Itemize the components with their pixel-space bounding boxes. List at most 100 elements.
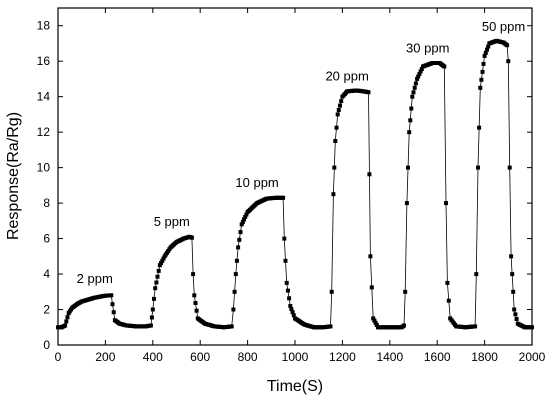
- data-point: [338, 103, 342, 108]
- data-point: [194, 308, 199, 313]
- data-point: [290, 310, 295, 315]
- series-layer: [56, 38, 534, 330]
- data-point: [109, 293, 114, 298]
- data-point: [329, 289, 334, 294]
- concentration-label: 50 ppm: [482, 19, 525, 34]
- data-point: [240, 219, 245, 224]
- data-point: [411, 90, 416, 95]
- data-point: [328, 324, 333, 329]
- concentration-label: 5 ppm: [154, 214, 190, 229]
- x-tick-label: 1400: [376, 350, 403, 364]
- data-point: [289, 307, 294, 312]
- data-point: [373, 320, 378, 325]
- data-point: [509, 254, 514, 259]
- data-point: [153, 286, 158, 291]
- data-point: [192, 293, 197, 298]
- data-point: [445, 280, 450, 285]
- data-point: [367, 172, 372, 177]
- data-point: [231, 307, 236, 312]
- data-point: [512, 307, 517, 312]
- y-ticks: 0 2 4 6 8 10 12 14 16 18: [37, 19, 532, 352]
- data-point: [150, 307, 155, 312]
- data-point: [283, 258, 288, 263]
- data-point: [149, 315, 154, 320]
- data-point: [409, 106, 414, 111]
- concentration-label: 20 ppm: [325, 69, 368, 84]
- data-point: [416, 74, 421, 79]
- data-point: [281, 195, 286, 200]
- y-tick-label: 4: [43, 267, 50, 281]
- data-point: [111, 310, 116, 315]
- data-point: [288, 304, 293, 308]
- data-point: [412, 85, 417, 90]
- data-point: [63, 323, 68, 328]
- y-tick-label: 10: [37, 161, 51, 175]
- x-ticks: 0 200 400 600 800 1000 1200 1400 1600 1800 2000: [55, 8, 546, 364]
- data-point: [331, 192, 336, 197]
- data-point: [232, 289, 237, 294]
- x-tick-label: 1000: [282, 350, 309, 364]
- data-point: [480, 69, 485, 74]
- data-point: [242, 217, 246, 222]
- x-tick-label: 1200: [329, 350, 356, 364]
- plot-area: [57, 7, 533, 346]
- data-point: [406, 165, 410, 170]
- data-point: [479, 77, 484, 82]
- data-point: [237, 237, 242, 242]
- data-point: [244, 212, 249, 217]
- data-point: [514, 317, 519, 321]
- data-point: [511, 289, 516, 294]
- data-point: [243, 214, 248, 219]
- data-point: [159, 261, 164, 265]
- data-point: [410, 94, 415, 99]
- data-point: [374, 323, 379, 327]
- data-point: [160, 258, 165, 263]
- data-point: [287, 296, 292, 301]
- data-point: [291, 313, 296, 318]
- data-point: [333, 139, 338, 143]
- y-tick-label: 16: [37, 54, 51, 68]
- x-tick-label: 1800: [471, 350, 498, 364]
- data-point: [419, 67, 424, 71]
- y-tick-label: 12: [37, 125, 51, 139]
- concentration-label: 2 ppm: [77, 271, 113, 286]
- data-point: [189, 235, 194, 240]
- data-point: [238, 230, 243, 235]
- data-point: [483, 50, 488, 55]
- data-point: [229, 324, 234, 329]
- y-tick-label: 14: [37, 90, 51, 104]
- x-tick-label: 400: [143, 350, 163, 364]
- data-point: [530, 325, 534, 330]
- x-tick-label: 1600: [424, 350, 451, 364]
- x-tick-label: 0: [55, 350, 62, 364]
- data-point: [65, 315, 70, 320]
- y-tick-label: 8: [43, 196, 50, 210]
- data-point: [193, 301, 198, 305]
- data-point: [369, 285, 374, 290]
- data-point: [474, 272, 479, 277]
- data-point: [334, 125, 339, 130]
- data-point: [157, 263, 162, 268]
- data-point: [152, 296, 156, 301]
- data-point: [442, 64, 447, 69]
- data-point: [285, 288, 290, 293]
- data-point: [507, 165, 512, 170]
- data-point: [408, 118, 413, 123]
- concentration-label: 10 ppm: [235, 175, 278, 190]
- y-tick-label: 2: [43, 303, 50, 317]
- y-tick-label: 18: [37, 19, 51, 33]
- data-point: [371, 316, 376, 321]
- data-point: [156, 268, 161, 273]
- data-point: [513, 312, 518, 317]
- data-point: [403, 289, 408, 294]
- data-point: [473, 324, 478, 329]
- data-point: [335, 112, 340, 117]
- data-point: [418, 69, 423, 74]
- data-point: [339, 99, 344, 104]
- x-tick-label: 2000: [519, 350, 546, 364]
- data-point: [402, 323, 406, 328]
- y-axis-title: Response(Ra/Rg): [5, 112, 22, 240]
- data-point: [476, 165, 480, 170]
- data-point: [478, 85, 483, 90]
